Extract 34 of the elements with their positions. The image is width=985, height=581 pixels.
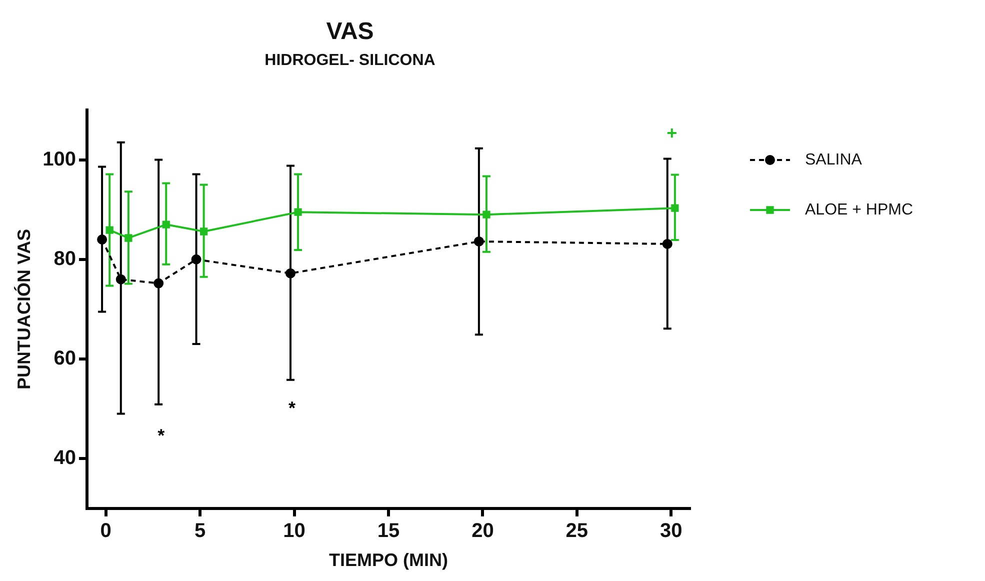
x-axis-title: TIEMPO (MIN) — [328, 550, 448, 570]
point — [662, 238, 672, 249]
point — [162, 220, 170, 228]
legend-label: SALINA — [805, 151, 862, 168]
y-tick-label: 40 — [54, 447, 76, 470]
y-tick-label: 80 — [54, 248, 76, 270]
point — [154, 278, 164, 288]
point — [474, 236, 484, 246]
x-tick-label: 15 — [377, 520, 400, 542]
annotation: * — [288, 398, 296, 418]
legend-label: ALOE + HPMC — [805, 201, 914, 218]
point — [124, 234, 132, 242]
point — [116, 274, 126, 284]
point — [671, 204, 679, 212]
chart-title: VAS — [326, 18, 374, 46]
point — [294, 208, 302, 216]
x-tick-label: 5 — [194, 520, 206, 542]
x-tick-label: 25 — [566, 520, 588, 542]
annotation: + — [666, 122, 678, 143]
y-tick-label: 100 — [42, 148, 76, 170]
annotation: * — [158, 426, 165, 446]
point — [97, 234, 108, 244]
x-tick-label: 30 — [660, 520, 682, 542]
y-axis-title: PUNTUACIÓN VAS — [14, 228, 34, 390]
point — [285, 268, 296, 278]
point — [482, 210, 490, 218]
x-tick-label: 0 — [100, 520, 112, 542]
x-tick-label: 20 — [472, 520, 494, 542]
y-tick-label: 60 — [54, 348, 76, 370]
point — [200, 228, 208, 236]
point — [106, 226, 114, 234]
chart-subtitle: HIDROGEL- SILICONA — [264, 52, 436, 69]
x-tick-label: 10 — [283, 520, 306, 542]
point — [191, 254, 202, 264]
